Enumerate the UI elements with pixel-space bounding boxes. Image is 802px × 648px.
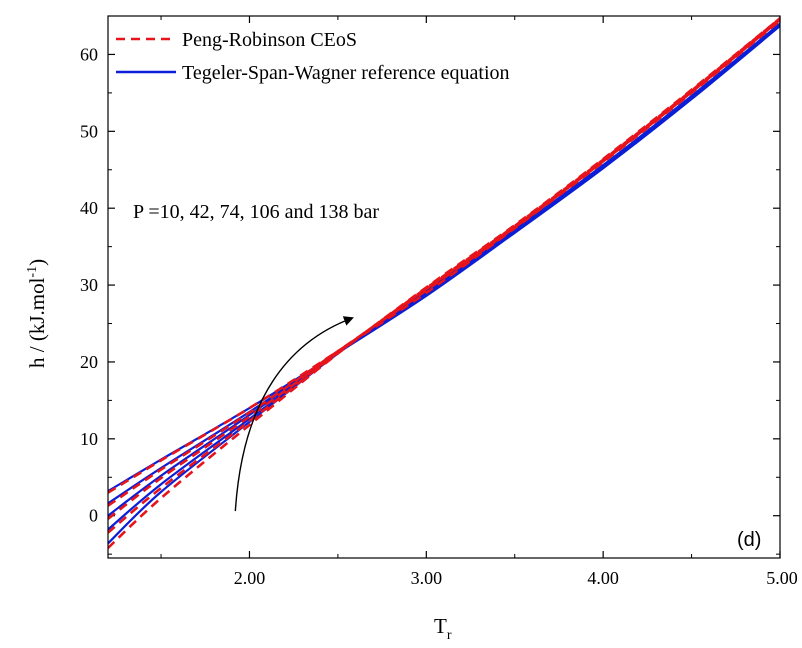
peng-robinson-line-138bar (108, 17, 780, 549)
y-tick-label: 30 (80, 275, 98, 295)
peng-robinson-line-42bar (108, 18, 780, 507)
y-tick-label: 10 (80, 429, 98, 449)
panel-label: (d) (737, 529, 761, 551)
legend: Peng-Robinson CEoS Tegeler-Span-Wagner r… (116, 29, 510, 84)
series-layer (108, 17, 780, 549)
x-tick-label: 3.00 (411, 568, 443, 588)
y-tick-label: 50 (80, 121, 98, 141)
x-axis-label: Tr (434, 614, 452, 643)
pressure-direction-arrow (234, 316, 354, 512)
pressure-annotation: P =10, 42, 74, 106 and 138 bar (133, 201, 379, 223)
x-tick-label: 4.00 (587, 568, 619, 588)
plot-frame (107, 15, 781, 559)
legend-label-tegeler: Tegeler-Span-Wagner reference equation (182, 62, 510, 84)
plot-background (108, 16, 780, 558)
y-tick-label: 20 (80, 352, 98, 372)
legend-label-peng-robinson: Peng-Robinson CEoS (182, 29, 357, 51)
x-tick-label: 5.00 (766, 568, 798, 588)
tick-labels: 0 10 20 30 40 50 60 2.00 3.00 4.00 5.00 (80, 44, 798, 588)
y-tick-label: 40 (80, 198, 98, 218)
y-axis-label: h / (kJ.mol-1) (25, 259, 49, 368)
x-tick-label: 2.00 (234, 568, 266, 588)
y-tick-label: 60 (80, 44, 98, 64)
y-tick-label: 0 (89, 506, 98, 526)
